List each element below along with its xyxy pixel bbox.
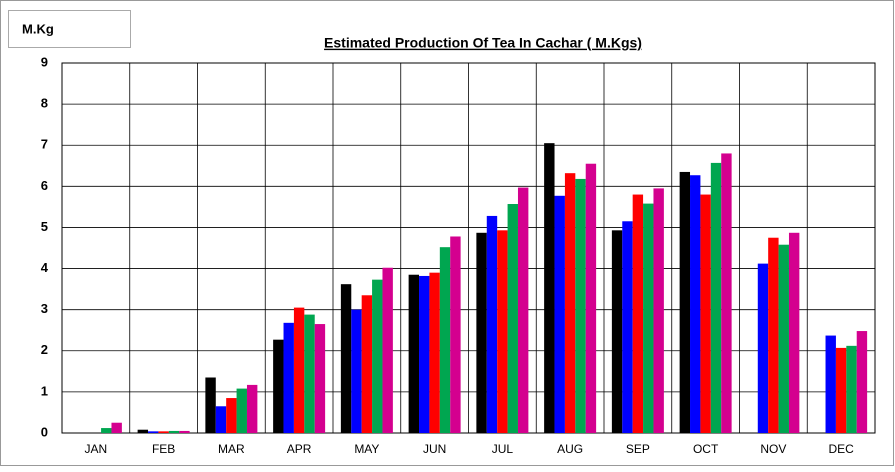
bar — [486, 215, 498, 433]
x-tick-label: AUG — [557, 442, 583, 456]
y-label-box — [8, 10, 131, 48]
bar — [622, 221, 633, 433]
bar — [564, 173, 576, 433]
bar — [778, 244, 789, 433]
y-tick-label: 2 — [41, 342, 48, 357]
bar — [148, 431, 159, 433]
y-axis-label: M.Kg — [22, 21, 54, 36]
bar — [788, 232, 800, 433]
bar — [846, 345, 857, 433]
bar — [653, 188, 664, 433]
bar — [611, 230, 623, 433]
bar — [179, 430, 190, 433]
y-tick-label: 4 — [41, 260, 49, 275]
bar — [382, 267, 393, 433]
bar — [351, 309, 362, 433]
bar — [408, 274, 420, 433]
bar — [215, 406, 227, 433]
bar — [236, 388, 247, 433]
x-tick-label: APR — [287, 442, 312, 456]
bar — [768, 237, 779, 433]
bar — [246, 384, 258, 433]
bar — [450, 236, 461, 433]
x-tick-label: JUL — [492, 442, 514, 456]
x-tick-label: JUN — [423, 442, 446, 456]
bar — [372, 279, 383, 433]
bar — [856, 331, 868, 433]
bar — [101, 428, 112, 433]
bar — [825, 335, 836, 433]
y-tick-label: 8 — [41, 96, 48, 111]
x-tick-label: NOV — [760, 442, 786, 456]
bar — [835, 347, 847, 433]
bar — [137, 429, 149, 433]
bar — [721, 153, 732, 433]
bar — [168, 430, 180, 433]
y-tick-label: 7 — [41, 137, 48, 152]
bar — [205, 377, 216, 433]
bar — [690, 175, 701, 433]
bar — [554, 195, 565, 433]
y-tick-label: 6 — [41, 178, 48, 193]
bar — [632, 194, 644, 433]
bar — [340, 284, 352, 433]
x-tick-label: MAR — [218, 442, 245, 456]
x-tick-label: DEC — [828, 442, 854, 456]
x-tick-label: JAN — [85, 442, 108, 456]
bar — [226, 398, 237, 433]
chart-title: Estimated Production Of Tea In Cachar ( … — [324, 35, 642, 51]
bar — [429, 272, 440, 433]
bar — [476, 232, 487, 433]
y-tick-label: 1 — [41, 383, 48, 398]
bar — [497, 230, 508, 433]
y-tick-label: 5 — [41, 219, 48, 234]
bar — [507, 204, 518, 433]
bar — [517, 187, 529, 433]
bar — [273, 339, 284, 433]
bar — [439, 247, 451, 433]
bar — [111, 422, 122, 433]
bar — [585, 163, 597, 433]
bar — [361, 295, 373, 433]
bar — [544, 143, 555, 433]
y-tick-label: 9 — [41, 54, 48, 69]
y-tick-label: 3 — [41, 301, 48, 316]
x-tick-label: FEB — [152, 442, 175, 456]
bar — [419, 275, 430, 433]
bar — [643, 203, 654, 433]
bar — [314, 324, 326, 433]
x-tick-label: SEP — [626, 442, 650, 456]
bar — [293, 307, 305, 433]
bar — [700, 194, 711, 433]
bar — [158, 431, 169, 433]
bar — [710, 162, 722, 433]
bar — [283, 322, 294, 433]
bar — [757, 263, 769, 433]
bar — [679, 171, 691, 433]
x-tick-label: MAY — [354, 442, 379, 456]
x-tick-label: OCT — [693, 442, 719, 456]
y-tick-label: 0 — [41, 424, 48, 439]
bar — [304, 314, 315, 433]
bar — [575, 178, 586, 433]
